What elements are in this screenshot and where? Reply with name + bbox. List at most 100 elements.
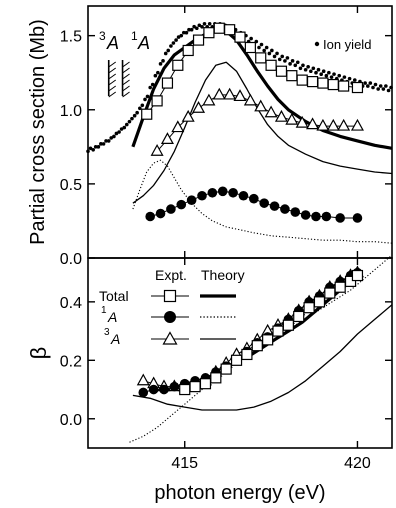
- ion-yield-point: [153, 73, 158, 78]
- total-expt-point: [351, 81, 364, 94]
- ion-yield-point: [117, 130, 121, 134]
- 1A-expt-point: [155, 208, 166, 219]
- total-expt-point: [172, 59, 184, 71]
- ion-yield-point: [96, 145, 101, 149]
- ion-yield-point: [303, 67, 308, 72]
- ion-yield-point: [93, 145, 98, 149]
- ion-yield-point: [389, 85, 393, 90]
- total-expt-point: [179, 383, 191, 396]
- ion-yield-point: [363, 81, 367, 85]
- ion-yield-point: [288, 62, 292, 66]
- ion-yield-point: [329, 75, 334, 79]
- ion-yield-point: [99, 142, 103, 146]
- 3A-expt-point: [326, 118, 340, 131]
- top-axis-ticks: 0.0 0.5 1.0 1.5: [60, 6, 392, 268]
- ion-yield-point: [293, 63, 298, 68]
- x-tick-label: 420: [344, 455, 371, 472]
- 3A-expt-point: [212, 87, 226, 100]
- threshold-marker-1A: [121, 60, 130, 98]
- 3A-expt-point: [171, 120, 185, 133]
- legend-row-3A: 3 A: [104, 327, 236, 347]
- 3A-expt-point: [274, 109, 288, 122]
- bottom-series-layer: [129, 254, 393, 443]
- total-expt-point: [272, 325, 284, 337]
- ion-yield-point: [319, 72, 323, 77]
- bottom-y-axis-label: β: [26, 347, 51, 360]
- 1A-expt-point: [176, 199, 187, 210]
- threshold-hatch: [122, 73, 130, 80]
- ion-yield-point: [174, 38, 178, 42]
- ion-yield-point: [101, 142, 106, 146]
- total-expt-point: [334, 281, 346, 293]
- total-expt-point: [230, 354, 243, 366]
- ion-yield-point: [195, 26, 199, 31]
- ion-yield-point: [368, 81, 373, 85]
- ion-yield-point: [347, 76, 352, 81]
- annotation-3A-label: A: [106, 33, 119, 53]
- total-expt-point: [199, 378, 212, 390]
- x-axis-label: photon energy (eV): [154, 482, 325, 504]
- ion-yield-point: [207, 21, 212, 26]
- 1A-expt-point: [238, 190, 249, 201]
- ion-yield-point: [311, 66, 316, 71]
- ion-yield-point: [280, 54, 285, 59]
- ion-yield-point: [192, 24, 196, 29]
- total-expt-point: [286, 70, 298, 82]
- total-expt-point: [306, 75, 319, 88]
- legend-total-expt-marker: [163, 289, 177, 303]
- top-series-1A-expt: [145, 186, 363, 223]
- bottom-series-total-expt: [179, 269, 364, 396]
- legend-row-1A: 1 A: [101, 305, 236, 325]
- total-expt-point: [282, 319, 294, 331]
- ion-yield-point: [301, 63, 305, 68]
- 3A-expt-point: [316, 118, 330, 131]
- total-expt-point: [151, 95, 163, 107]
- bottom-y-tick-label: 0.0: [60, 412, 82, 429]
- ion-yield-point: [184, 30, 189, 35]
- ion-yield-point: [109, 136, 114, 140]
- ion-yield-point: [257, 45, 261, 50]
- total-expt-point: [265, 59, 277, 71]
- bottom-y-tick-label: 0.4: [60, 295, 82, 312]
- legend-header-expt: Expt.: [155, 267, 187, 283]
- ion-yield-point: [124, 122, 129, 127]
- total-expt-point: [338, 80, 350, 92]
- top-series-total-theory: [131, 28, 393, 150]
- threshold-hatch: [108, 61, 117, 68]
- total-expt-point: [161, 77, 174, 89]
- 3A-expt-point: [202, 93, 216, 106]
- total-expt-point: [203, 27, 215, 39]
- ion-yield-point: [202, 21, 207, 26]
- total-expt-point: [224, 24, 236, 36]
- top-series-3A-expt: [150, 87, 364, 156]
- ion-yield-point: [309, 69, 313, 74]
- bottom-panel: 0.0 0.2 0.4 415 420 β photon energy (eV) Exp…: [26, 254, 393, 504]
- ion-yield-point: [298, 66, 303, 71]
- ion-yield-point: [259, 42, 264, 47]
- ion-yield-point: [171, 41, 176, 45]
- total-expt-point: [255, 52, 267, 64]
- ion-yield-point: [181, 30, 186, 35]
- 1A-expt-point: [197, 190, 207, 201]
- threshold-marker-3A: [107, 60, 117, 98]
- ion-yield-point: [135, 110, 139, 115]
- ion-yield-point: [86, 149, 90, 154]
- 1A-expt-point: [217, 186, 228, 197]
- 1A-expt-point: [269, 201, 280, 211]
- top-y-tick-label: 0.0: [60, 251, 82, 268]
- 1A-expt-point: [300, 210, 311, 220]
- total-expt-point: [296, 74, 308, 86]
- ion-yield-point: [373, 82, 378, 87]
- total-expt-point: [344, 275, 357, 287]
- ion-yield-point: [262, 48, 266, 53]
- total-expt-point: [317, 77, 329, 89]
- ion-yield-point: [290, 59, 295, 63]
- ion-yield-point: [127, 119, 132, 124]
- ion-yield-point: [189, 27, 194, 32]
- annotation-3A: 3 A: [99, 29, 119, 53]
- ion-yield-point: [324, 73, 329, 78]
- 1A-expt-point: [159, 384, 169, 395]
- annotation-1A-sup: 1: [131, 29, 138, 43]
- ion-yield-point: [306, 64, 310, 69]
